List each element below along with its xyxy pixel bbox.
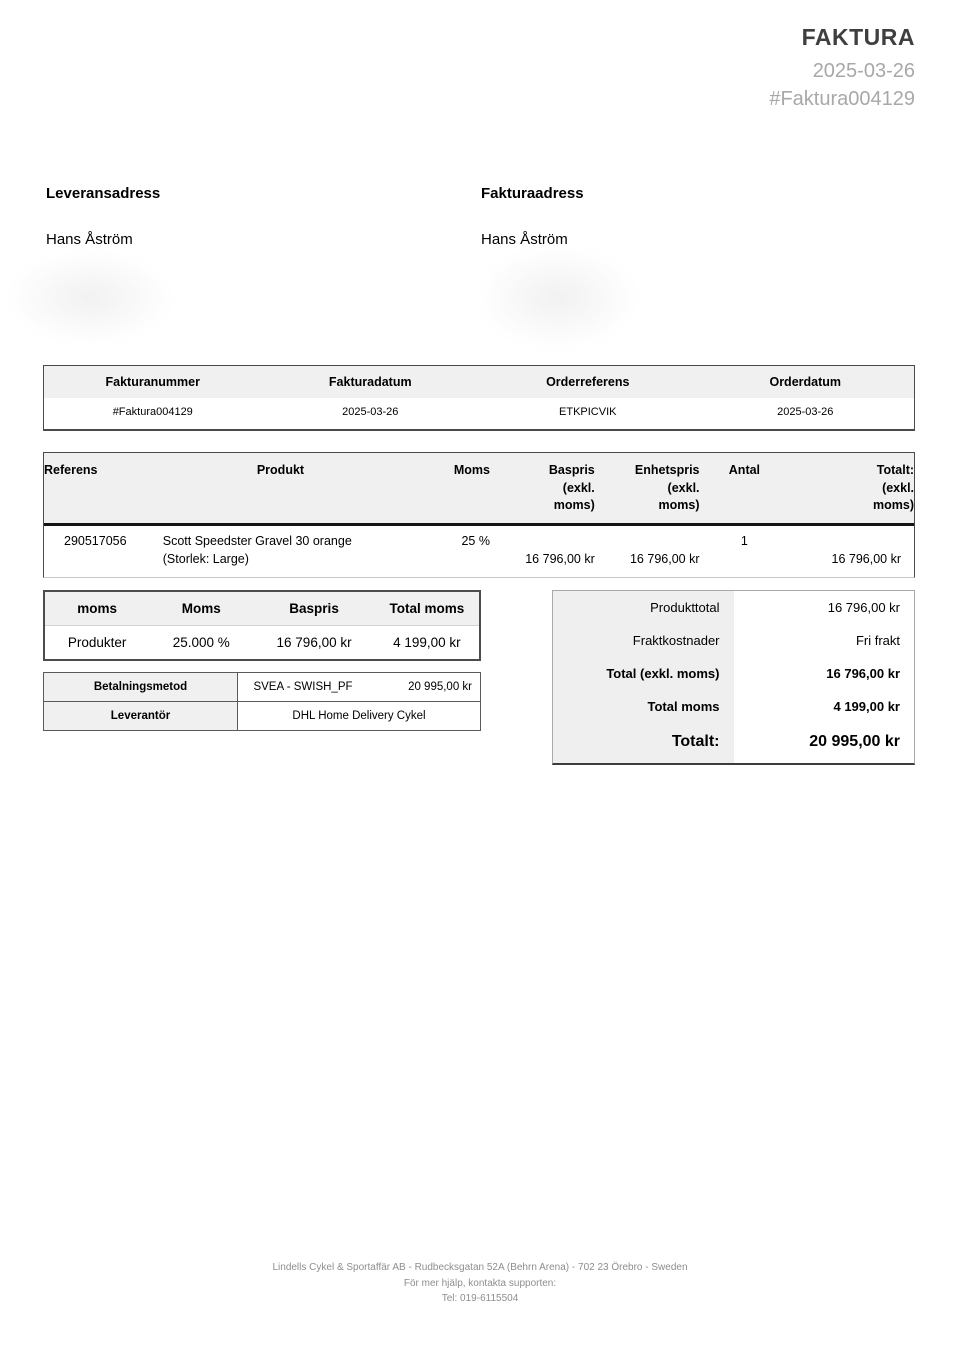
- item-total: 16 796,00 kr: [831, 551, 902, 566]
- items-header-moms: Moms: [453, 463, 490, 477]
- redacted-address-blob-left: [5, 250, 175, 345]
- supplier-label: Leverantör: [44, 702, 238, 730]
- redacted-address-blob-right: [475, 245, 640, 350]
- vat-value-rate: 25.000 %: [172, 635, 230, 650]
- supplier-value: DHL Home Delivery Cykel: [292, 710, 426, 722]
- vat-summary-header-row: moms Moms Baspris Total moms: [45, 592, 479, 626]
- item-baspris: 16 796,00 kr: [525, 551, 595, 566]
- payment-method-amount: 20 995,00 kr: [408, 681, 472, 693]
- vat-value-total-moms: 4 199,00 kr: [393, 635, 461, 650]
- vat-summary-table: moms Moms Baspris Total moms Produkter 2…: [43, 590, 481, 661]
- table-row: 290517056 Scott Speedster Gravel 30 oran…: [44, 525, 914, 577]
- item-referens: 290517056: [64, 533, 127, 548]
- items-header-antal: Antal: [728, 463, 761, 477]
- meta-header-fakturanummer: Fakturanummer: [105, 375, 200, 389]
- vat-value-group: Produkter: [67, 635, 127, 650]
- vat-header-moms-group: moms: [77, 601, 117, 616]
- item-moms: 25 %: [461, 533, 490, 548]
- item-product: Scott Speedster Gravel 30 orange (Storle…: [161, 532, 400, 568]
- totals-row-grand-total: Totalt: 20 995,00 kr: [553, 723, 914, 763]
- invoice-meta-value-row: #Faktura004129 2025-03-26 ETKPICVIK 2025…: [44, 398, 914, 429]
- footer-support-line: För mer hjälp, kontakta supporten:: [403, 1277, 557, 1289]
- vat-summary-value-row: Produkter 25.000 % 16 796,00 kr 4 199,00…: [45, 626, 479, 659]
- vat-header-moms-rate: Moms: [181, 601, 221, 616]
- invoice-meta-table: Fakturanummer Fakturadatum Orderreferens…: [43, 365, 915, 431]
- meta-value-orderreferens: ETKPICVIK: [559, 406, 617, 418]
- meta-value-orderdatum: 2025-03-26: [777, 406, 834, 418]
- line-items-table: Referens Produkt Moms Baspris (exkl. mom…: [43, 452, 915, 578]
- delivery-address-name: Hans Åström: [46, 231, 133, 248]
- meta-header-orderreferens: Orderreferens: [546, 375, 630, 389]
- line-items-header-row: Referens Produkt Moms Baspris (exkl. mom…: [44, 453, 914, 526]
- page-footer: Lindells Cykel & Sportaffär AB - Rudbeck…: [0, 1260, 960, 1307]
- vat-header-baspris: Baspris: [289, 601, 339, 616]
- payment-method-row: Betalningsmetod SVEA - SWISH_PF 20 995,0…: [44, 673, 480, 701]
- items-header-totalt: Totalt: (exkl. moms): [873, 463, 915, 512]
- totals-row-total-moms: Total moms 4 199,00 kr: [553, 690, 914, 723]
- delivery-address-block: Leveransadress Hans Åström: [46, 185, 160, 248]
- items-header-baspris: Baspris (exkl. moms): [548, 463, 595, 512]
- supplier-row: Leverantör DHL Home Delivery Cykel: [44, 701, 480, 730]
- meta-header-orderdatum: Orderdatum: [769, 375, 842, 389]
- totals-box: Produkttotal 16 796,00 kr Fraktkostnader…: [552, 590, 915, 765]
- invoice-meta-header-row: Fakturanummer Fakturadatum Orderreferens…: [44, 366, 914, 398]
- invoice-date: 2025-03-26: [812, 60, 915, 82]
- billing-address-heading: Fakturaadress: [481, 185, 584, 202]
- meta-value-fakturanummer: #Faktura004129: [112, 406, 193, 418]
- items-header-referens: Referens: [44, 463, 98, 477]
- items-header-enhetspris: Enhetspris (exkl. moms): [634, 463, 700, 512]
- payment-info-table: Betalningsmetod SVEA - SWISH_PF 20 995,0…: [43, 672, 481, 731]
- vat-header-total-moms: Total moms: [389, 601, 465, 616]
- item-product-variant: (Storlek: Large): [162, 551, 249, 566]
- billing-address-block: Fakturaadress Hans Åström: [481, 185, 584, 248]
- items-header-produkt: Produkt: [256, 463, 305, 477]
- item-product-name: Scott Speedster Gravel 30 orange: [162, 533, 352, 548]
- billing-address-name: Hans Åström: [481, 231, 568, 248]
- document-header: FAKTURA 2025-03-26 #Faktura004129: [769, 24, 915, 111]
- payment-method-value: SVEA - SWISH_PF: [253, 681, 353, 693]
- vat-value-baspris: 16 796,00 kr: [276, 635, 352, 650]
- document-title: FAKTURA: [801, 24, 915, 50]
- item-enhetspris: 16 796,00 kr: [629, 551, 700, 566]
- meta-value-fakturadatum: 2025-03-26: [342, 406, 399, 418]
- payment-method-label: Betalningsmetod: [44, 673, 238, 701]
- footer-phone-line: Tel: 019-6115504: [441, 1293, 519, 1304]
- totals-row-produkttotal: Produkttotal 16 796,00 kr: [553, 591, 914, 624]
- totals-row-fraktkostnader: Fraktkostnader Fri frakt: [553, 624, 914, 657]
- meta-header-fakturadatum: Fakturadatum: [328, 375, 412, 389]
- item-antal: 1: [740, 533, 748, 548]
- totals-row-total-exkl-moms: Total (exkl. moms) 16 796,00 kr: [553, 657, 914, 690]
- invoice-number: #Faktura004129: [769, 88, 915, 110]
- delivery-address-heading: Leveransadress: [46, 185, 161, 202]
- footer-company-line: Lindells Cykel & Sportaffär AB - Rudbeck…: [272, 1262, 688, 1273]
